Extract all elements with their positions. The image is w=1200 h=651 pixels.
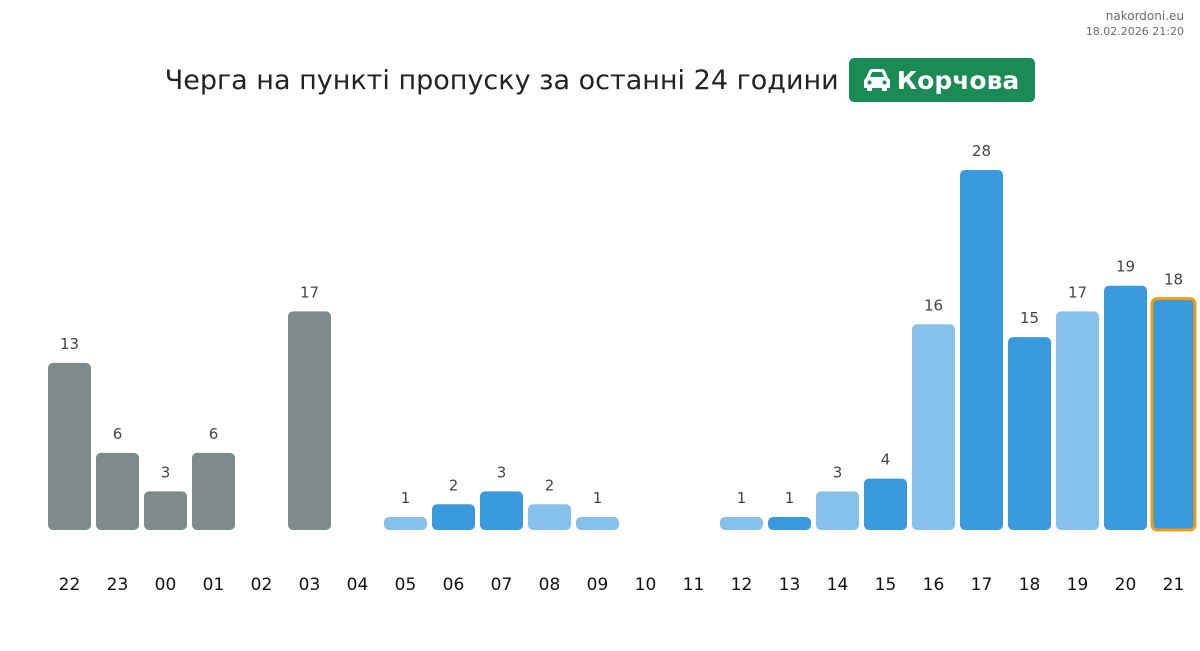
bar-hour-19: [1056, 311, 1099, 530]
timestamp: 18.02.2026 21:20: [1085, 25, 1184, 38]
x-tick-10: 10: [635, 575, 657, 595]
meta-info: nakordoni.eu 18.02.2026 21:20: [1086, 9, 1184, 39]
x-tick-02: 02: [251, 575, 273, 595]
bar-hour-22: [48, 362, 91, 530]
data-label-23: 6: [113, 425, 123, 443]
checkpoint-name: Корчова: [896, 65, 1020, 95]
x-tick-22: 22: [59, 575, 81, 595]
chart-title: Черга на пункті пропуску за останні 24 г…: [164, 64, 839, 96]
data-label-00: 3: [161, 463, 171, 481]
x-tick-03: 03: [299, 575, 321, 595]
bar-hour-23: [96, 452, 139, 530]
checkpoint-badge: Корчова: [848, 58, 1036, 102]
bar-hour-13: [768, 517, 811, 530]
data-label-21: 18: [1164, 271, 1183, 289]
bar-hour-06: [432, 504, 475, 530]
data-label-17: 28: [972, 142, 991, 160]
x-tick-21: 21: [1163, 575, 1185, 595]
x-tick-13: 13: [779, 575, 801, 595]
data-label-16: 16: [924, 296, 943, 314]
site-name: nakordoni.eu: [1105, 9, 1184, 23]
data-label-20: 19: [1116, 258, 1135, 276]
x-tick-09: 09: [587, 575, 609, 595]
data-label-09: 1: [593, 489, 603, 507]
bar-hour-15: [864, 478, 907, 530]
data-label-22: 13: [60, 335, 79, 353]
chart-header: Черга на пункті пропуску за останні 24 г…: [0, 58, 1200, 102]
data-label-05: 1: [401, 489, 411, 507]
bar-hour-17: [960, 170, 1003, 530]
bar-current-hour: [1150, 297, 1197, 532]
bar-hour-08: [528, 504, 571, 530]
bar-hour-00: [144, 491, 187, 530]
x-tick-18: 18: [1019, 575, 1041, 595]
x-tick-07: 07: [491, 575, 513, 595]
data-label-03: 17: [300, 283, 319, 301]
x-tick-16: 16: [923, 575, 945, 595]
bar-hour-03: [288, 311, 331, 530]
x-tick-06: 06: [443, 575, 465, 595]
data-label-19: 17: [1068, 283, 1087, 301]
x-tick-01: 01: [203, 575, 225, 595]
bar-hour-05: [384, 517, 427, 530]
car-icon: [863, 68, 891, 92]
bar-hour-14: [816, 491, 859, 530]
x-tick-05: 05: [395, 575, 417, 595]
bar-hour-09: [576, 517, 619, 530]
data-label-14: 3: [833, 463, 843, 481]
x-tick-23: 23: [107, 575, 129, 595]
data-label-07: 3: [497, 463, 507, 481]
bar-hour-20: [1104, 285, 1147, 530]
data-label-06: 2: [449, 476, 459, 494]
data-label-12: 1: [737, 489, 747, 507]
x-tick-15: 15: [875, 575, 897, 595]
x-tick-04: 04: [347, 575, 369, 595]
bar-hour-16: [912, 324, 955, 530]
data-label-13: 1: [785, 489, 795, 507]
x-tick-12: 12: [731, 575, 753, 595]
data-label-08: 2: [545, 476, 555, 494]
bar-hour-18: [1008, 337, 1051, 530]
bar-hour-12: [720, 517, 763, 530]
x-tick-00: 00: [155, 575, 177, 595]
data-label-15: 4: [881, 451, 891, 469]
data-label-18: 15: [1020, 309, 1039, 327]
bar-hour-01: [192, 452, 235, 530]
data-label-01: 6: [209, 425, 219, 443]
bar-hour-07: [480, 491, 523, 530]
x-tick-14: 14: [827, 575, 849, 595]
x-tick-08: 08: [539, 575, 561, 595]
x-tick-20: 20: [1115, 575, 1137, 595]
x-tick-11: 11: [683, 575, 705, 595]
x-tick-17: 17: [971, 575, 993, 595]
x-tick-19: 19: [1067, 575, 1089, 595]
